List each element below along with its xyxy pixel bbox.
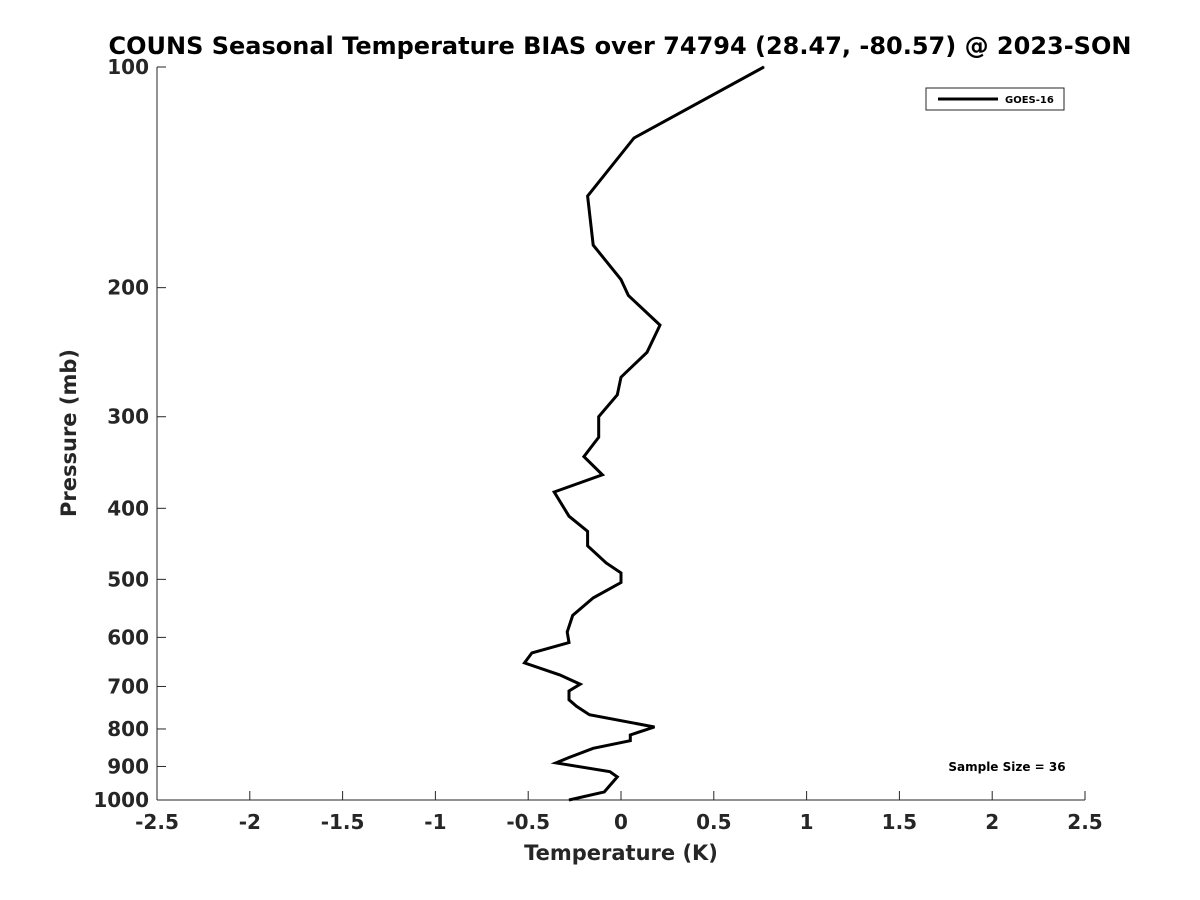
x-axis-label: Temperature (K) xyxy=(524,841,718,865)
data-point xyxy=(587,545,589,547)
data-point xyxy=(633,137,635,139)
data-point xyxy=(629,740,631,742)
y-tick-label: 500 xyxy=(107,567,149,591)
data-point xyxy=(592,244,594,246)
legend-label: GOES-16 xyxy=(1005,95,1054,106)
data-point xyxy=(583,456,585,458)
data-point xyxy=(603,791,605,793)
y-tick-label: 200 xyxy=(107,276,149,300)
data-point xyxy=(572,614,574,617)
data-point xyxy=(609,771,611,773)
data-point xyxy=(587,530,589,532)
x-tick-label: 2 xyxy=(985,810,999,834)
data-point xyxy=(653,726,656,728)
data-point xyxy=(568,515,570,517)
x-tick-label: 2.5 xyxy=(1067,810,1102,834)
data-point xyxy=(620,376,622,378)
data-point xyxy=(531,652,533,654)
x-tick-label: -1.5 xyxy=(321,810,365,834)
data-point xyxy=(659,324,661,326)
data-point xyxy=(592,747,594,749)
data-point xyxy=(553,491,555,493)
series-layer xyxy=(522,65,765,802)
legend: GOES-16 xyxy=(925,87,1065,111)
x-tick-label: -1 xyxy=(424,810,446,834)
x-tick-label: 1 xyxy=(800,810,814,834)
x-tick-label: -0.5 xyxy=(506,810,550,834)
data-point xyxy=(763,66,765,68)
y-tick-label: 700 xyxy=(107,674,149,698)
data-point xyxy=(616,394,618,396)
data-point xyxy=(555,762,557,764)
data-point xyxy=(587,195,589,197)
chart-title: COUNS Seasonal Temperature BIAS over 747… xyxy=(109,32,1132,60)
x-tick-label: -2 xyxy=(239,810,261,834)
sample-size-annotation: Sample Size = 36 xyxy=(948,760,1065,774)
data-point xyxy=(601,474,604,476)
x-tick-label: 1.5 xyxy=(882,810,917,834)
data-point xyxy=(620,572,622,574)
data-point xyxy=(592,597,594,599)
y-tick-label: 400 xyxy=(107,496,149,520)
data-point xyxy=(598,436,600,438)
x-tick-label: 0.5 xyxy=(696,810,731,834)
data-point xyxy=(598,416,600,418)
y-tick-label: 300 xyxy=(107,405,149,429)
data-point xyxy=(568,690,570,692)
data-point xyxy=(575,705,578,707)
y-axis-label: Pressure (mb) xyxy=(57,349,81,517)
data-point xyxy=(588,714,591,716)
data-point xyxy=(568,642,570,644)
data-point xyxy=(646,351,648,353)
data-point xyxy=(568,756,570,759)
y-tick-label: 800 xyxy=(107,717,149,741)
y-tick-label: 100 xyxy=(107,55,149,79)
data-point xyxy=(616,776,618,778)
data-point xyxy=(568,699,570,701)
data-point xyxy=(568,799,570,801)
data-point xyxy=(620,581,622,584)
data-point xyxy=(579,683,581,685)
data-point xyxy=(523,662,526,664)
data-point xyxy=(629,734,631,736)
data-point xyxy=(559,674,561,676)
x-tick-label: -2.5 xyxy=(135,810,179,834)
y-tick-label: 900 xyxy=(107,754,149,778)
x-tick-label: 0 xyxy=(614,810,628,834)
y-tick-label: 600 xyxy=(107,625,149,649)
data-point xyxy=(566,631,568,633)
series-line-goes16 xyxy=(522,65,765,802)
y-tick-label: 1000 xyxy=(93,788,149,812)
axes: -2.5 -2 -1.5 -1 -0.5 0 0.5 1 1.5 2 2.5 100 200 300 400… xyxy=(93,55,1102,834)
data-point xyxy=(620,279,622,281)
data-point xyxy=(605,562,607,564)
data-point xyxy=(627,294,630,297)
